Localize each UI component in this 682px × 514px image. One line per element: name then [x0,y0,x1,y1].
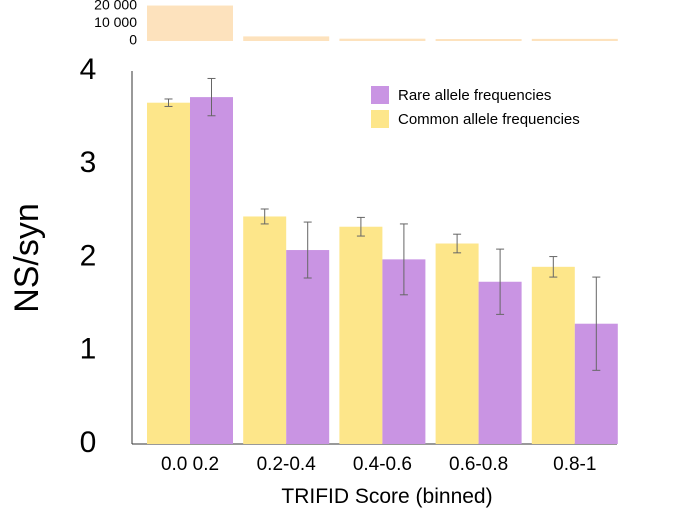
legend-label: Rare allele frequencies [398,87,551,104]
bars-group [147,77,618,445]
y-tick-labels: 0 1 2 3 4 [80,53,97,459]
count-bar [339,38,426,41]
legend: Rare allele frequencies Common allele fre… [371,86,580,128]
bar-common [531,266,575,444]
count-bar [531,38,618,41]
y-tick-label: 0 [80,426,97,459]
count-bar [435,39,522,41]
count-tick-label: 0 [129,32,137,48]
y-tick-label: 3 [80,146,97,179]
count-tick-label: 20 000 [94,0,137,12]
x-tick-labels: 0.0 0.2 0.2-0.4 0.4-0.6 0.6-0.8 0.8-1 [161,454,597,475]
x-tick-label: 0.6-0.8 [449,454,508,475]
count-bar [243,36,330,41]
bar-common [147,102,190,444]
y-tick-label: 2 [80,239,97,272]
y-tick-label: 1 [80,333,97,366]
y-tick-label: 4 [80,53,97,86]
x-tick-label: 0.0 0.2 [161,454,219,475]
legend-swatch [371,86,389,104]
x-tick-label: 0.2-0.4 [257,454,317,475]
count-bar [147,5,233,41]
bar-common [243,216,287,444]
count-tick-label: 10 000 [94,14,137,30]
y-axis-label: NS/syn [8,203,46,313]
bar-rare [286,250,330,444]
bar-rare [190,97,233,445]
bar-common [435,243,479,444]
x-axis-label: TRIFID Score (binned) [281,485,492,508]
bar-common [339,226,383,444]
x-tick-label: 0.8-1 [553,454,596,475]
legend-swatch [371,110,389,128]
legend-label: Common allele frequencies [398,111,580,128]
count-histogram: 20 000 10 000 0 [94,0,618,48]
x-tick-label: 0.4-0.6 [353,454,412,475]
